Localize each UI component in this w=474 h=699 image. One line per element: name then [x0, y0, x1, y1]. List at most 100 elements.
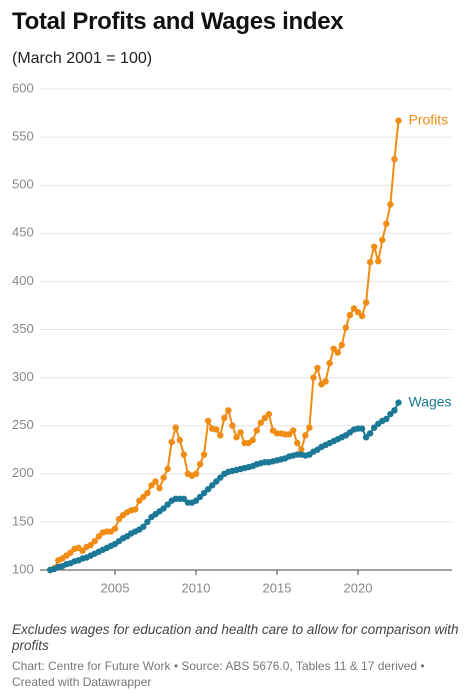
data-point: [285, 431, 293, 438]
data-point: [306, 424, 313, 431]
y-tick-label: 600: [12, 80, 34, 95]
y-tick-label: 450: [12, 225, 34, 240]
data-point: [338, 341, 345, 349]
data-point: [371, 243, 378, 250]
data-point: [302, 432, 309, 439]
data-point: [298, 446, 305, 453]
data-point: [148, 482, 155, 489]
y-tick-label: 250: [12, 417, 34, 432]
chart-title: Total Profits and Wages index: [12, 8, 344, 35]
data-point: [237, 429, 244, 436]
data-point: [204, 485, 212, 493]
data-point: [290, 427, 297, 434]
data-point: [253, 427, 260, 434]
data-point: [375, 257, 382, 265]
data-point: [192, 470, 200, 477]
data-point: [144, 489, 151, 497]
data-point: [95, 533, 103, 540]
data-point: [200, 451, 208, 458]
y-tick-label: 150: [12, 513, 34, 528]
data-point: [257, 419, 264, 427]
data-point: [217, 474, 224, 481]
x-tick-label: 2015: [263, 580, 292, 595]
data-point: [322, 378, 329, 385]
data-point: [395, 117, 402, 124]
data-point: [330, 345, 337, 352]
y-tick-label: 300: [12, 369, 34, 384]
y-tick-label: 550: [12, 129, 34, 144]
data-point: [200, 489, 208, 497]
data-point: [196, 460, 204, 468]
data-point: [67, 549, 74, 556]
data-point: [213, 426, 220, 433]
series-label: Profits: [409, 111, 449, 127]
data-point: [213, 478, 220, 485]
data-point: [196, 493, 204, 501]
data-point: [362, 299, 370, 306]
data-point: [362, 434, 370, 441]
data-point: [156, 485, 163, 492]
y-tick-label: 100: [12, 561, 34, 576]
data-point: [168, 438, 175, 446]
series-label: Wages: [409, 393, 452, 409]
data-point: [249, 436, 256, 444]
data-point: [152, 478, 159, 485]
data-point: [192, 497, 200, 504]
chart-source: Chart: Centre for Future Work • Source: …: [12, 659, 425, 689]
data-point: [383, 220, 390, 227]
data-point: [294, 439, 301, 447]
data-point: [391, 156, 398, 163]
data-point: [387, 201, 394, 208]
data-point: [132, 506, 139, 513]
data-point: [164, 501, 171, 508]
data-point: [79, 547, 86, 554]
data-point: [209, 482, 216, 489]
data-point: [395, 399, 402, 406]
data-point: [354, 308, 362, 316]
y-tick-label: 500: [12, 177, 34, 192]
data-point: [140, 523, 147, 530]
data-point: [180, 495, 188, 503]
y-tick-label: 350: [12, 321, 34, 336]
data-point: [358, 425, 366, 432]
y-tick-label: 400: [12, 273, 34, 288]
data-point: [314, 364, 321, 372]
data-point: [350, 305, 358, 312]
data-point: [180, 451, 188, 458]
data-point: [346, 311, 354, 319]
data-point: [261, 414, 269, 422]
data-point: [358, 312, 366, 320]
data-point: [111, 525, 119, 532]
data-point: [371, 424, 378, 431]
data-point: [204, 417, 212, 425]
data-point: [87, 541, 94, 549]
series-line: [49, 402, 400, 571]
data-point: [136, 497, 143, 504]
y-tick-label: 200: [12, 465, 34, 480]
data-point: [91, 537, 98, 545]
data-point: [176, 436, 183, 444]
data-point: [160, 474, 167, 481]
chart-note: Excludes wages for education and health …: [12, 622, 459, 653]
data-point: [383, 415, 390, 423]
x-tick-label: 2010: [182, 580, 211, 595]
data-point: [366, 430, 374, 437]
data-point: [140, 493, 147, 501]
data-point: [391, 407, 398, 414]
data-point: [326, 359, 333, 367]
data-point: [221, 414, 228, 422]
data-point: [164, 465, 171, 473]
data-point: [233, 434, 240, 441]
chart: 100 150 200 250 300 350 400 450 500 550 600 2005 201…: [12, 80, 452, 595]
data-point: [225, 407, 232, 414]
data-point: [217, 432, 224, 439]
data-point: [160, 505, 167, 512]
x-tick-label: 2020: [344, 580, 373, 595]
data-point: [342, 324, 350, 331]
series-line: [49, 120, 400, 571]
x-tick-label: 2005: [101, 580, 130, 595]
data-point: [115, 515, 123, 523]
data-point: [144, 518, 151, 526]
data-point: [172, 424, 179, 431]
